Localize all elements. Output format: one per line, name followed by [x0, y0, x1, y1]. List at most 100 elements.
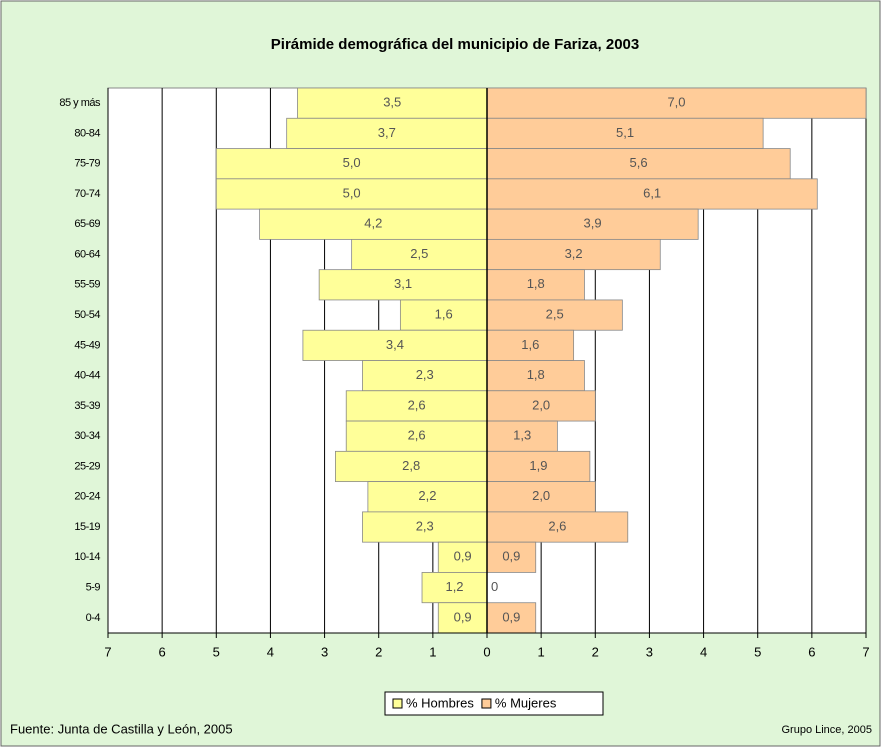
x-tick-label: 1: [538, 644, 545, 659]
data-label: 2,6: [408, 428, 426, 443]
y-tick-label: 40-44: [74, 370, 100, 382]
bar: [215, 148, 488, 180]
data-label: 5,0: [343, 185, 361, 200]
data-label: 3,7: [378, 125, 396, 140]
y-tick-label: 45-49: [74, 339, 100, 351]
bar: [486, 238, 661, 271]
legend-label: % Mujeres: [495, 695, 557, 710]
x-tick-label: 3: [646, 644, 653, 659]
bar: [486, 602, 537, 634]
bar: [486, 511, 629, 543]
bar: [351, 238, 488, 271]
bar: [486, 360, 585, 392]
data-label: 2,0: [532, 488, 550, 503]
y-tick-label: 0-4: [86, 612, 101, 624]
y-tick-label: 60-64: [74, 248, 100, 260]
data-label: 5,0: [343, 155, 361, 170]
y-tick-label: 55-59: [74, 279, 100, 291]
bar: [486, 208, 699, 240]
bar: [486, 299, 623, 331]
y-tick-label: 10-14: [74, 551, 100, 563]
data-label: 0,9: [502, 609, 520, 624]
y-tick-label: 30-34: [74, 430, 100, 442]
y-tick-label: 5-9: [86, 581, 101, 593]
data-label: 2,3: [416, 367, 434, 382]
x-tick-label: 0: [483, 644, 490, 659]
y-tick-label: 65-69: [74, 218, 100, 230]
x-tick-label: 4: [267, 644, 274, 659]
bar: [486, 117, 764, 149]
y-tick-label: 50-54: [74, 309, 100, 321]
bar: [486, 178, 818, 210]
bar: [486, 269, 585, 301]
bar: [345, 390, 488, 422]
x-tick-label: 3: [321, 644, 328, 659]
data-label: 3,9: [584, 216, 602, 231]
x-tick-label: 2: [592, 644, 599, 659]
x-tick-label: 2: [375, 644, 382, 659]
x-tick-label: 7: [862, 644, 869, 659]
data-label: 2,2: [418, 488, 436, 503]
x-tick-label: 6: [159, 644, 166, 659]
data-label: 1,6: [435, 307, 453, 322]
data-label: 2,3: [416, 518, 434, 533]
data-label: 6,1: [643, 185, 661, 200]
bar: [362, 511, 488, 543]
x-tick-label: 1: [429, 644, 436, 659]
bar: [215, 178, 488, 210]
data-label: 2,6: [408, 397, 426, 412]
data-label: 2,0: [532, 397, 550, 412]
bar: [486, 450, 591, 483]
data-label: 5,6: [630, 155, 648, 170]
bar: [302, 329, 488, 361]
bar: [486, 420, 558, 452]
data-label: 2,8: [402, 458, 420, 473]
data-label: 0,9: [454, 549, 472, 564]
y-tick-label: 25-29: [74, 460, 100, 472]
data-label: 3,1: [394, 276, 412, 291]
data-label: 2,5: [546, 307, 564, 322]
y-tick-label: 85 y más: [59, 97, 101, 109]
y-tick-label: 70-74: [74, 188, 100, 200]
data-label: 1,3: [513, 428, 531, 443]
data-label: 4,2: [364, 216, 382, 231]
bar: [399, 299, 488, 331]
bar: [486, 87, 867, 119]
x-tick-label: 5: [754, 644, 761, 659]
legend-swatch: [392, 698, 403, 709]
data-label: 3,5: [383, 95, 401, 110]
data-label: 7,0: [667, 95, 685, 110]
data-label: 0,9: [502, 549, 520, 564]
data-label: 1,9: [529, 458, 547, 473]
y-tick-label: 20-24: [74, 491, 100, 503]
data-label: 2,5: [410, 246, 428, 261]
x-tick-label: 6: [808, 644, 815, 659]
chart-title: Pirámide demográfica del municipio de Fa…: [271, 36, 639, 53]
y-tick-label: 75-79: [74, 158, 100, 170]
legend-label: % Hombres: [406, 695, 474, 710]
bar: [334, 450, 488, 483]
data-label: 1,8: [527, 367, 545, 382]
y-tick-label: 15-19: [74, 521, 100, 533]
bar: [345, 420, 488, 452]
data-label: 1,8: [527, 276, 545, 291]
legend-swatch: [481, 698, 492, 709]
x-tick-label: 4: [700, 644, 707, 659]
bar: [259, 208, 488, 240]
source: Fuente: Junta de Castilla y León, 2005: [10, 721, 233, 736]
y-tick-label: 35-39: [74, 400, 100, 412]
data-label: 0: [491, 579, 498, 594]
bar: [486, 390, 596, 422]
data-label: 0,9: [454, 609, 472, 624]
data-label: 1,2: [445, 579, 463, 594]
legend-box: [384, 691, 604, 716]
credit: Grupo Lince, 2005: [781, 724, 872, 736]
data-label: 5,1: [616, 125, 634, 140]
bar: [318, 269, 488, 301]
data-label: 2,6: [548, 518, 566, 533]
x-tick-label: 7: [104, 644, 111, 659]
y-tick-label: 80-84: [74, 127, 100, 139]
data-label: 1,6: [521, 337, 539, 352]
x-tick-label: 5: [213, 644, 220, 659]
